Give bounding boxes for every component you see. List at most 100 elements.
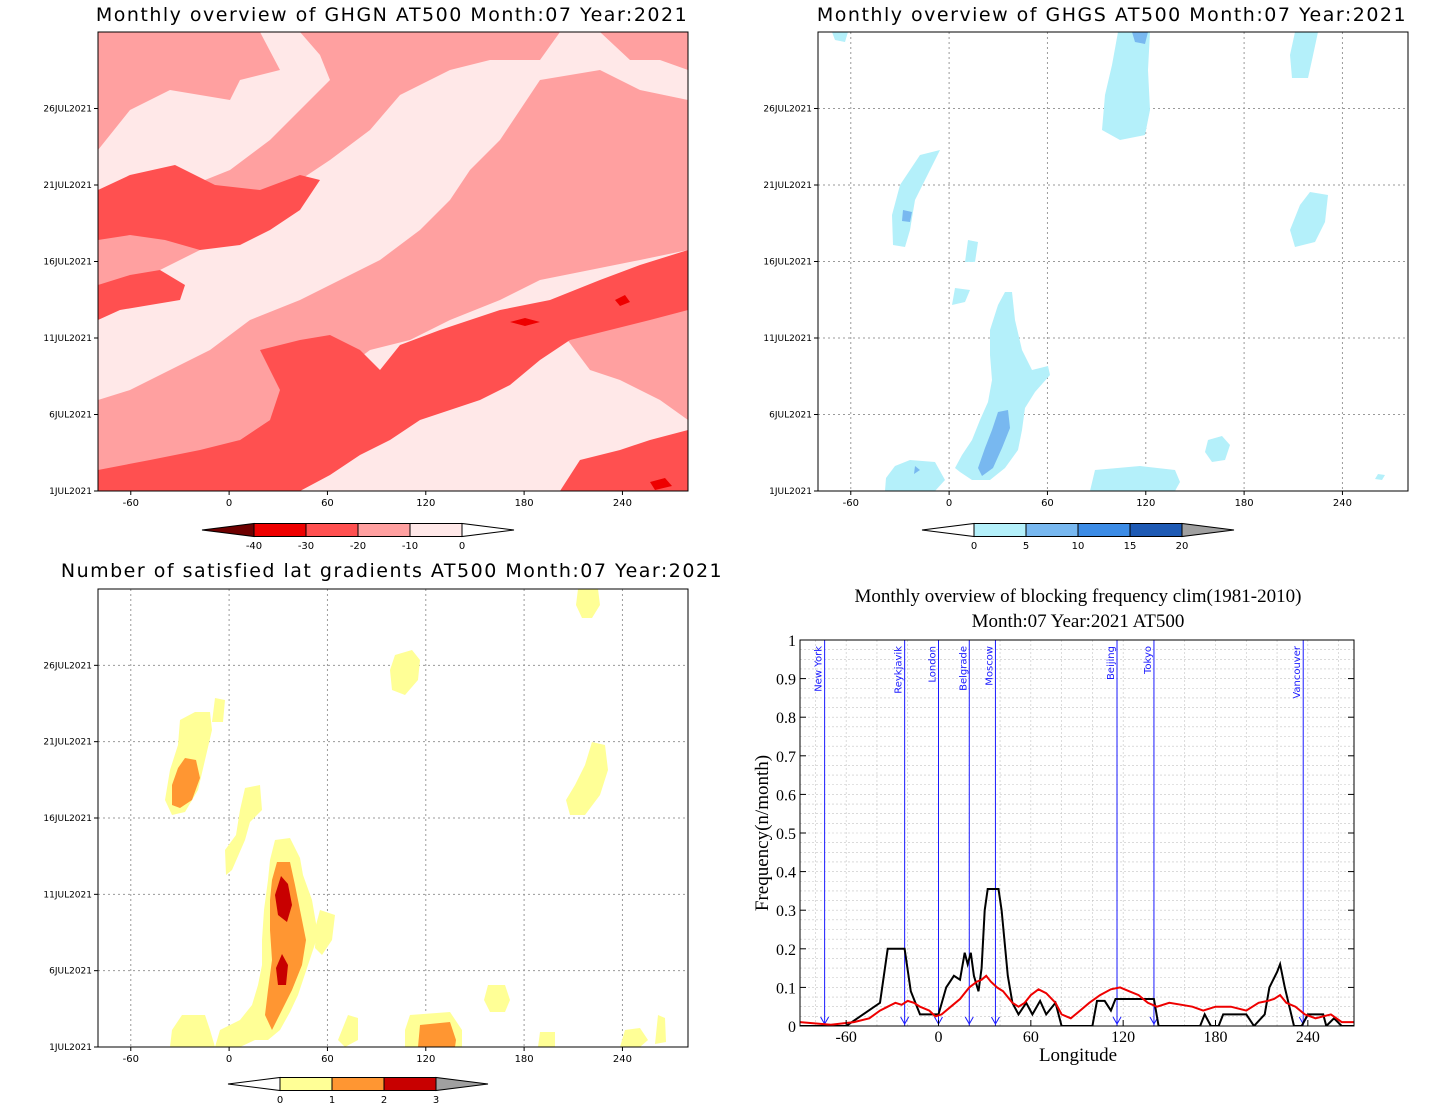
blocking-y-ticks: 0 0.1 0.2 0.3 0.4 0.5 0.6 0.7 0.8 0.9 1 — [776, 633, 1354, 1036]
colorbar-label: -30 — [298, 541, 314, 552]
blocking-panel: Monthly overview of blocking frequency c… — [752, 586, 1355, 1066]
ghgs-level-0 — [885, 460, 945, 491]
blocking-x-ticks: -60 0 60 120 180 240 — [836, 1020, 1320, 1046]
ghgn-y-ticks: 1JUL2021 6JUL2021 11JUL2021 16JUL2021 21JUL2… — [43, 105, 98, 497]
colorbar-label: -10 — [402, 541, 418, 552]
x-tick-label: 180 — [515, 1054, 534, 1065]
ghgs-level-0 — [1090, 466, 1180, 491]
city-label: New York — [814, 646, 825, 692]
y-tick-label: 16JUL2021 — [43, 814, 92, 824]
y-tick-label: 0.8 — [776, 710, 796, 727]
gradients-level-0 — [538, 1032, 555, 1047]
colorbar-swatch — [383, 1077, 437, 1091]
colorbar-swatch — [973, 523, 1027, 537]
x-tick-label: 0 — [935, 1029, 943, 1046]
x-tick-label: 120 — [1111, 1029, 1135, 1046]
gradients-level-0 — [315, 910, 335, 955]
colorbar-swatch — [279, 1077, 333, 1091]
colorbar-end-high — [461, 522, 515, 538]
colorbar-label: 10 — [1072, 541, 1085, 552]
ghgs-level-5 — [902, 210, 912, 222]
x-tick-label: 0 — [226, 1054, 232, 1065]
colorbar-label: 3 — [433, 1095, 439, 1106]
y-tick-label: 1JUL2021 — [49, 1043, 92, 1053]
x-tick-label: 60 — [321, 1054, 334, 1065]
gradients-level-0 — [576, 589, 600, 618]
y-tick-label: 6JUL2021 — [769, 411, 812, 421]
x-tick-label: 180 — [515, 498, 534, 509]
ghgs-field — [832, 32, 1385, 491]
y-tick-label: 16JUL2021 — [763, 258, 812, 268]
x-tick-label: -60 — [843, 498, 859, 509]
x-tick-label: 60 — [1023, 1029, 1039, 1046]
ghgs-level-0 — [1205, 436, 1230, 462]
y-tick-label: 1 — [788, 633, 796, 650]
blocking-grid — [800, 640, 1354, 1026]
y-tick-label: 11JUL2021 — [43, 334, 92, 344]
colorbar-label: 0 — [971, 541, 977, 552]
ghgs-panel: Monthly overview of GHGS AT500 Month:07 … — [763, 4, 1409, 552]
ghgn-level-30 — [615, 295, 630, 306]
blocking-title: Monthly overview of blocking frequency c… — [855, 586, 1302, 607]
gradients-level-0 — [566, 742, 608, 815]
y-tick-label: 0.4 — [776, 865, 796, 882]
gradients-level-0 — [390, 650, 420, 695]
blocking-subtitle: Month:07 Year:2021 AT500 — [972, 611, 1185, 632]
colorbar-label: 0 — [459, 541, 465, 552]
colorbar-label: 2 — [381, 1095, 387, 1106]
city-label: Beijing — [1106, 646, 1117, 680]
ghgn-title: Monthly overview of GHGN AT500 Month:07 … — [96, 4, 688, 26]
x-tick-label: 120 — [416, 1054, 435, 1065]
gradients-level-2 — [276, 954, 288, 985]
x-tick-label: 60 — [1041, 498, 1054, 509]
y-tick-label: 6JUL2021 — [49, 411, 92, 421]
city-label: Moscow — [984, 646, 995, 686]
colorbar-end-high — [1181, 522, 1235, 538]
blocking-lines — [800, 888, 1354, 1026]
gradients-level-0 — [225, 785, 262, 875]
colorbar-label: -40 — [246, 541, 262, 552]
x-tick-label: 240 — [613, 1054, 632, 1065]
colorbar-label: 5 — [1023, 541, 1029, 552]
blocking-x-label: Longitude — [1039, 1045, 1117, 1066]
city-label: Belgrade — [958, 646, 969, 691]
y-tick-label: 0.6 — [776, 787, 796, 804]
ghgs-level-0 — [952, 288, 970, 305]
ghgs-y-ticks: 1JUL2021 6JUL2021 11JUL2021 16JUL2021 21JUL2… — [763, 105, 818, 497]
ghgs-level-0 — [892, 150, 940, 247]
gradients-level-0 — [655, 1015, 666, 1044]
y-tick-label: 6JUL2021 — [49, 967, 92, 977]
ghgn-level-10 — [98, 70, 688, 491]
ghgn-field — [98, 32, 688, 491]
colorbar-end-low — [921, 522, 975, 538]
y-tick-label: 1JUL2021 — [49, 487, 92, 497]
y-tick-label: 0.3 — [776, 903, 796, 920]
gradients-grid — [98, 589, 688, 1047]
ghgs-level-5 — [1132, 32, 1148, 44]
ghgn-level-20 — [560, 430, 688, 491]
x-tick-label: 120 — [1136, 498, 1155, 509]
x-tick-label: 240 — [1333, 498, 1352, 509]
gradients-field — [165, 589, 666, 1047]
x-tick-label: -60 — [836, 1029, 857, 1046]
y-tick-label: 0.5 — [776, 826, 796, 843]
y-tick-label: 26JUL2021 — [43, 661, 92, 671]
gradients-y-ticks: 1JUL2021 6JUL2021 11JUL2021 16JUL2021 21JUL2… — [43, 661, 98, 1053]
ghgn-level-20 — [98, 165, 320, 250]
gradients-level-0 — [484, 985, 510, 1012]
gradients-level-0 — [620, 1028, 648, 1047]
ghgs-level-0 — [1290, 32, 1318, 78]
city-arrow — [964, 1016, 974, 1026]
colorbar-swatch — [1025, 523, 1079, 537]
y-tick-label: 11JUL2021 — [763, 334, 812, 344]
ghgn-level-10 — [98, 32, 280, 150]
y-tick-label: 26JUL2021 — [763, 105, 812, 115]
colorbar-label: 15 — [1124, 541, 1137, 552]
y-tick-label: 21JUL2021 — [763, 181, 812, 191]
ghgn-colorbar: -40 -30 -20 -10 0 — [201, 522, 515, 552]
x-tick-label: -60 — [123, 1054, 139, 1065]
x-tick-label: 180 — [1204, 1029, 1228, 1046]
colorbar-swatch — [1129, 523, 1183, 537]
y-tick-label: 0.9 — [776, 672, 796, 689]
